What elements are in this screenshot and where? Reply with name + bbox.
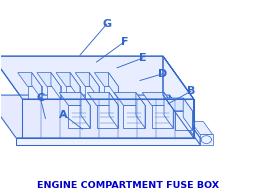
Polygon shape (56, 73, 80, 86)
Polygon shape (27, 86, 42, 99)
Polygon shape (165, 98, 192, 111)
Polygon shape (114, 93, 145, 105)
Polygon shape (108, 73, 118, 99)
Text: A: A (59, 110, 68, 120)
Polygon shape (81, 93, 90, 128)
Polygon shape (68, 105, 90, 128)
Polygon shape (47, 86, 61, 99)
Polygon shape (109, 93, 118, 128)
Polygon shape (22, 99, 194, 138)
Polygon shape (164, 93, 173, 128)
Polygon shape (0, 95, 200, 138)
Polygon shape (136, 93, 145, 128)
Polygon shape (37, 73, 61, 86)
Text: E: E (139, 53, 146, 63)
Polygon shape (163, 56, 194, 138)
Text: C: C (36, 93, 44, 103)
Text: ENGINE COMPARTMENT FUSE BOX: ENGINE COMPARTMENT FUSE BOX (38, 181, 219, 190)
Text: G: G (102, 19, 111, 29)
Polygon shape (200, 134, 213, 145)
Polygon shape (59, 93, 90, 105)
Text: B: B (187, 86, 195, 96)
Polygon shape (18, 73, 42, 86)
Polygon shape (97, 105, 118, 128)
Polygon shape (0, 56, 194, 99)
Polygon shape (70, 73, 80, 99)
Polygon shape (89, 73, 99, 99)
Polygon shape (191, 122, 213, 134)
Polygon shape (66, 86, 80, 99)
Polygon shape (142, 93, 173, 105)
Polygon shape (169, 95, 200, 145)
Text: F: F (121, 37, 128, 47)
Polygon shape (85, 86, 99, 99)
Polygon shape (183, 98, 192, 130)
Polygon shape (32, 73, 42, 99)
Polygon shape (75, 73, 99, 86)
Polygon shape (152, 105, 173, 128)
Polygon shape (104, 86, 118, 99)
Polygon shape (94, 73, 118, 86)
Polygon shape (16, 138, 200, 145)
Polygon shape (123, 105, 145, 128)
Text: D: D (158, 69, 168, 79)
Polygon shape (51, 73, 61, 99)
Polygon shape (87, 93, 118, 105)
Polygon shape (175, 111, 192, 130)
